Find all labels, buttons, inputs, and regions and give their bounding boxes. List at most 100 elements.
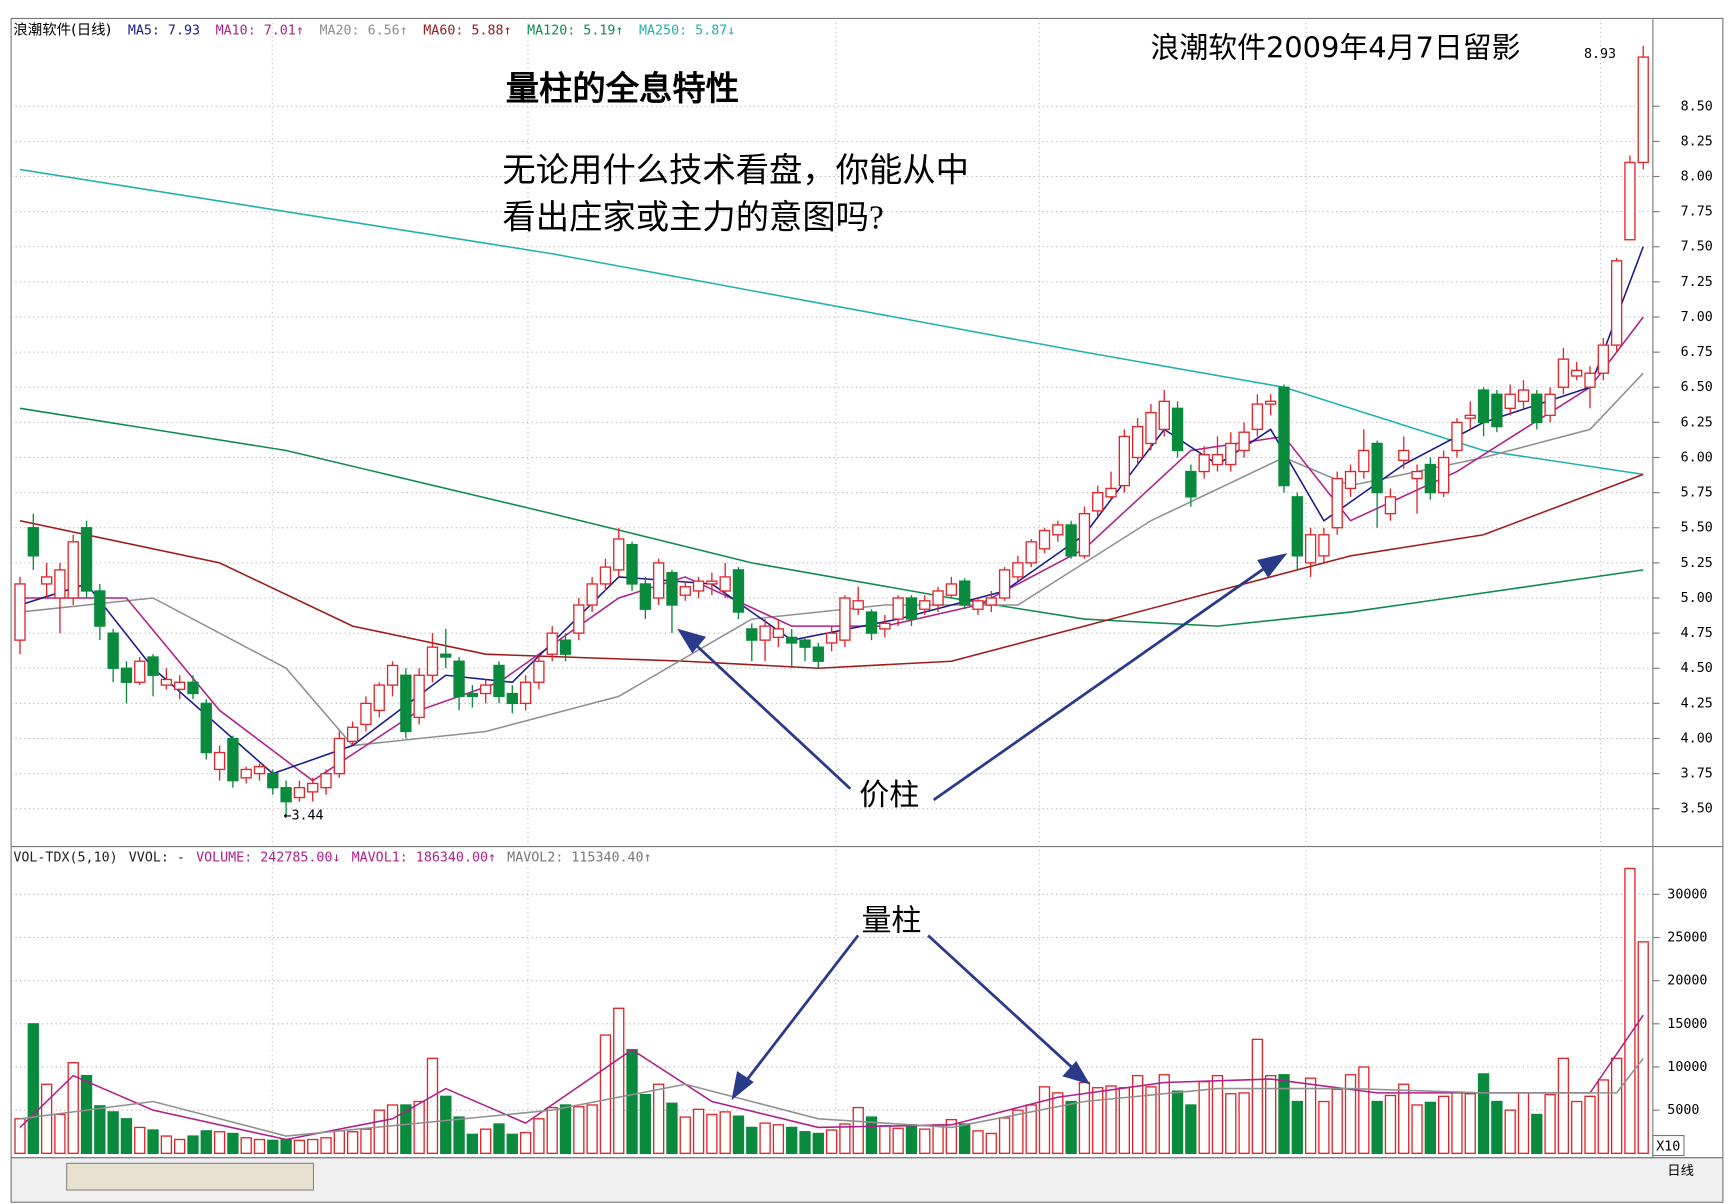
volume-bar — [1491, 1100, 1503, 1154]
candle-body — [94, 590, 106, 627]
y-tick-label: 3.50 — [1681, 802, 1713, 817]
candle-body — [107, 632, 119, 669]
volume-bar — [1198, 1081, 1210, 1154]
candle-body — [160, 678, 173, 686]
candle-body — [879, 622, 891, 630]
volume-bar — [1531, 1113, 1543, 1154]
volume-bar — [825, 1129, 838, 1154]
volume-legend: VVOL: - — [129, 851, 185, 866]
candle-body — [1304, 534, 1317, 564]
volume-bar — [227, 1132, 239, 1154]
candle-body — [426, 646, 439, 676]
volume-bar — [1105, 1085, 1117, 1154]
candle-body — [1411, 470, 1423, 480]
candle-body — [1477, 389, 1490, 424]
candle-body — [932, 590, 944, 606]
volume-bar — [1225, 1093, 1237, 1154]
candle-body — [586, 583, 598, 606]
volume-bar — [134, 1126, 146, 1154]
candle-body — [1610, 260, 1623, 346]
candle-body — [54, 569, 66, 599]
candle-body — [1105, 487, 1117, 498]
candle-body — [1451, 421, 1463, 452]
volume-bar — [959, 1123, 971, 1154]
candle-body — [852, 600, 864, 610]
candle-body — [533, 660, 545, 683]
volume-bar — [972, 1130, 984, 1154]
volume-ma-line — [19, 1057, 1644, 1137]
text-line: 看出庄家或主力的意图吗? — [502, 199, 883, 236]
candle-body — [1517, 389, 1530, 402]
ma-line — [19, 473, 1644, 670]
candle-body — [200, 702, 212, 754]
candle-body — [546, 632, 558, 655]
volume-bar — [333, 1130, 345, 1154]
candle-body — [360, 702, 372, 726]
volume-bar — [613, 1007, 625, 1154]
y-tick-label: 15000 — [1667, 1017, 1707, 1032]
candle-body — [346, 726, 359, 742]
candle-body — [506, 692, 518, 705]
volume-bar — [1358, 1066, 1370, 1154]
volume-bar — [559, 1104, 572, 1154]
y-tick-label: 6.50 — [1681, 380, 1713, 395]
volume-legend: VOLUME: 242785.00↓ — [196, 851, 340, 866]
watermark: 浪潮软件2009年4月7日留影 — [1150, 31, 1520, 65]
candle-body — [1131, 425, 1144, 459]
candle-body — [466, 692, 479, 698]
volume-bar — [120, 1118, 133, 1154]
candle-body — [679, 586, 691, 596]
period-label: 日线 — [1667, 1163, 1694, 1179]
candle-body — [1491, 393, 1503, 428]
candle-body — [1198, 454, 1210, 473]
candle-body — [945, 583, 958, 596]
candle-body — [1238, 431, 1250, 452]
candle-body — [1437, 456, 1450, 494]
y-tick-label: 30000 — [1667, 887, 1707, 902]
volume-bar — [1584, 1095, 1596, 1154]
candle-body — [1185, 470, 1197, 498]
candle-body — [267, 772, 279, 789]
candle-body — [985, 597, 997, 606]
candle-body — [1171, 407, 1184, 452]
volume-bar — [586, 1104, 598, 1154]
candle-body — [825, 632, 838, 644]
candle-body — [1065, 524, 1077, 557]
toolbar[interactable] — [66, 1162, 315, 1191]
candle-body — [692, 580, 705, 592]
y-tick-label: 8.25 — [1681, 134, 1713, 149]
candle-body — [772, 628, 785, 639]
volume-bar — [666, 1102, 678, 1154]
volume-bar — [1371, 1100, 1383, 1154]
volume-legend: VOL-TDX(5,10) — [13, 851, 117, 866]
y-tick-label: 7.25 — [1681, 275, 1713, 290]
candle-body — [1158, 400, 1170, 431]
volume-bar — [719, 1111, 731, 1154]
volume-bar — [187, 1135, 199, 1154]
candle-body — [480, 684, 492, 695]
volume-bar — [905, 1124, 918, 1154]
volume-legend: MAVOL2: 115340.40↑ — [507, 851, 651, 866]
volume-bar — [626, 1049, 638, 1154]
volume-bar — [27, 1023, 39, 1154]
y-tick-label: 4.00 — [1681, 731, 1713, 746]
volume-bar — [174, 1138, 186, 1154]
volume-bar — [759, 1122, 771, 1154]
volume-bar — [80, 1074, 93, 1154]
volume-bar — [240, 1137, 252, 1154]
y-tick-label: 7.50 — [1681, 240, 1713, 255]
volume-bar — [200, 1130, 212, 1154]
candle-body — [1597, 344, 1609, 374]
candle-body — [67, 541, 79, 599]
candle-body — [519, 681, 532, 705]
y-tick-label: 6.00 — [1681, 450, 1713, 465]
candle-body — [493, 664, 505, 698]
volume-bar — [1504, 1109, 1516, 1154]
candle-body — [27, 527, 39, 557]
candle-body — [147, 656, 159, 676]
candle-body — [240, 768, 252, 779]
ma-legend: MA20: 6.56↑ — [319, 24, 407, 39]
volume-bar — [879, 1125, 891, 1154]
volume-bar — [652, 1083, 665, 1154]
